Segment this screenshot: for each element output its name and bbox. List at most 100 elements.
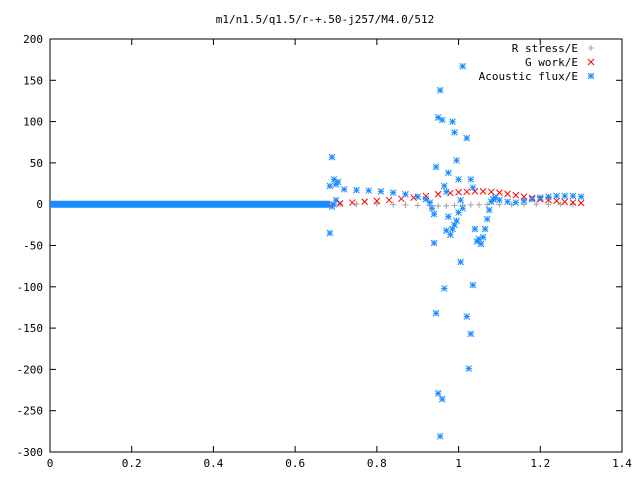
series-2-point: [432, 309, 440, 317]
series-2-point: [453, 217, 460, 225]
series-2-point: [485, 206, 493, 214]
series-2-point: [469, 184, 477, 192]
series-2-point: [334, 178, 342, 186]
series-2-point: [449, 225, 456, 233]
series-2: [50, 62, 585, 440]
series-1-point: [348, 199, 356, 206]
y-tick-label: 200: [23, 33, 43, 46]
series-1-point: [512, 191, 520, 199]
legend-marker-1: [587, 58, 595, 66]
series-2-point: [520, 197, 528, 205]
series-2-point: [438, 116, 446, 124]
series-2-point: [491, 194, 499, 201]
plot-frame: [49, 38, 623, 453]
series-2-point: [465, 365, 473, 372]
series-2-point: [442, 188, 450, 196]
series-0-point: [353, 200, 360, 207]
series-2-point: [504, 198, 511, 206]
series-2-point: [326, 182, 334, 190]
series-2-point: [479, 233, 487, 241]
series-2-point: [377, 188, 385, 195]
series-2-point: [430, 239, 438, 247]
series-1-point: [336, 200, 344, 207]
series-2-point: [467, 330, 475, 338]
series-2-point: [459, 62, 467, 70]
series-2-point: [402, 190, 409, 198]
series-2-point: [453, 157, 460, 164]
series-2-point: [432, 163, 440, 171]
series-2-point: [545, 193, 552, 201]
series-2-point: [340, 185, 348, 193]
series-2-point: [553, 192, 560, 200]
series-2-point: [481, 225, 489, 233]
series-2-point: [463, 313, 471, 320]
series-2-point: [445, 169, 452, 177]
series-0-point: [476, 201, 482, 208]
series-2-point: [445, 213, 452, 220]
series-1-point: [479, 188, 487, 195]
series-2-point: [457, 258, 464, 266]
series-2-point: [422, 195, 430, 203]
series-2-point: [467, 176, 475, 183]
series-2-point: [438, 395, 446, 403]
series-2-point: [512, 199, 520, 206]
series-2-point: [326, 229, 334, 237]
series-2-point: [447, 231, 454, 239]
series-2-point: [455, 209, 462, 216]
series-1-point: [577, 199, 585, 207]
series-1-point: [463, 188, 471, 196]
series-2-point: [353, 186, 360, 194]
series-1-point: [487, 188, 495, 196]
series-2-point: [434, 390, 442, 397]
x-tick-label: 0.6: [285, 457, 305, 470]
series-2-point: [477, 240, 485, 248]
series-1-point: [447, 189, 454, 197]
series-2-point: [428, 204, 436, 212]
series-0-point: [435, 202, 442, 209]
series-0-point: [484, 201, 491, 208]
series-2-point: [430, 210, 438, 218]
series-2-point: [436, 86, 444, 94]
y-tick-label: -100: [17, 281, 44, 294]
series-1-point: [434, 190, 442, 198]
series-2-point: [561, 192, 569, 200]
series-0: [337, 200, 576, 209]
series-2-point: [332, 196, 340, 204]
series-2-point: [449, 118, 456, 125]
series-1-point: [410, 194, 417, 201]
series-2-point: [414, 193, 422, 201]
series-2-point: [440, 182, 448, 190]
series-0-point: [545, 201, 552, 208]
series-2-point: [528, 195, 536, 203]
series-1-point: [496, 189, 503, 196]
series-1-point: [373, 197, 381, 205]
x-tick-label: 0: [47, 457, 54, 470]
series-1-point: [385, 196, 393, 204]
series-1-point: [569, 199, 577, 206]
legend-marker-2: [587, 72, 595, 80]
series-1-point: [455, 188, 462, 196]
x-tick-label: 1: [455, 457, 462, 470]
series-2-point: [436, 432, 444, 440]
series-2-point: [328, 153, 336, 161]
y-tick-label: 0: [36, 198, 43, 211]
y-tick-label: 50: [30, 157, 43, 170]
y-tick-label: -250: [17, 405, 44, 418]
series-2-point: [365, 187, 373, 194]
series-2-point: [459, 204, 467, 212]
x-tick-label: 1.4: [612, 457, 632, 470]
series-2-point: [451, 221, 458, 229]
x-tick-label: 0.2: [122, 457, 142, 470]
y-tick-label: -300: [17, 446, 44, 459]
series-2-point: [471, 225, 479, 233]
series-2-point: [483, 215, 491, 223]
series-2-point: [536, 194, 544, 201]
series-1-point: [361, 198, 368, 206]
series-2-point: [426, 199, 434, 206]
series-1-point: [561, 198, 569, 206]
series-1-point: [504, 190, 511, 198]
series-2-point: [440, 285, 448, 292]
series-0-point: [373, 201, 380, 208]
